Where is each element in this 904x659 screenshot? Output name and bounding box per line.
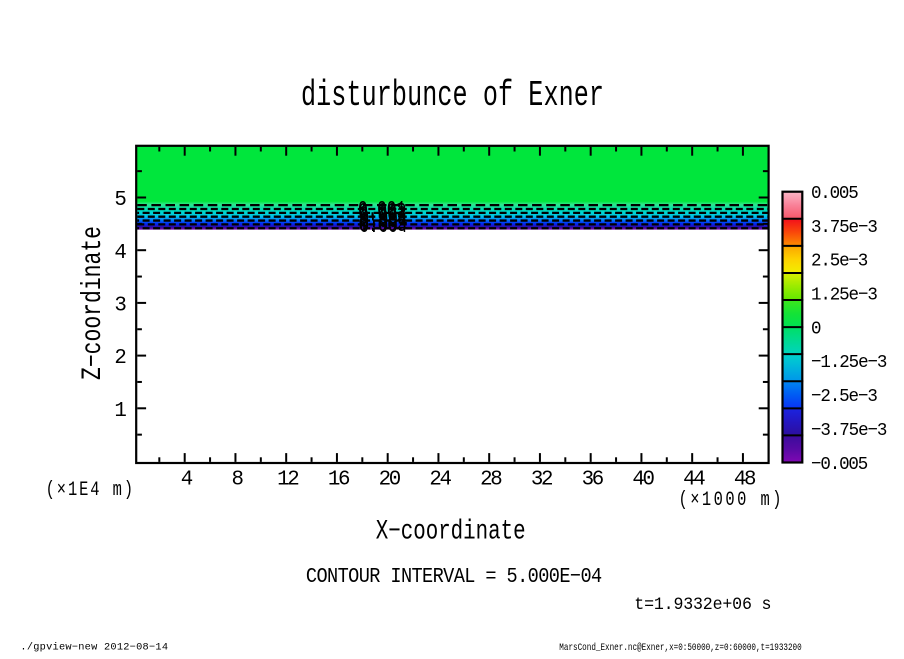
svg-text:disturbunce of Exner: disturbunce of Exner: [301, 76, 604, 117]
svg-text:−0.005: −0.005: [811, 454, 868, 475]
svg-text:0.005: 0.005: [811, 183, 859, 204]
svg-text:36: 36: [582, 469, 604, 492]
svg-text:3.75e−3: 3.75e−3: [811, 217, 878, 238]
svg-text:2: 2: [114, 347, 125, 370]
svg-text:−3.75e−3: −3.75e−3: [811, 420, 887, 441]
svg-text:2.5e−3: 2.5e−3: [811, 251, 868, 272]
svg-text:12: 12: [277, 469, 298, 492]
svg-text:CONTOUR INTERVAL = 5.000E−04: CONTOUR INTERVAL = 5.000E−04: [306, 565, 602, 590]
svg-text:−1.25e−3: −1.25e−3: [811, 353, 887, 374]
svg-text:40: 40: [632, 469, 654, 492]
svg-text:4: 4: [181, 469, 193, 492]
svg-text:0.002: 0.002: [359, 199, 407, 224]
svg-text:0.004: 0.004: [360, 213, 408, 238]
svg-text:24: 24: [429, 469, 451, 492]
svg-text:0.002: 0.002: [359, 202, 407, 227]
svg-text:20: 20: [379, 469, 401, 492]
svg-text:t=1.9332e+06 s: t=1.9332e+06 s: [634, 596, 771, 616]
svg-text:1.25e−3: 1.25e−3: [811, 285, 878, 306]
svg-text:32: 32: [531, 469, 552, 492]
svg-text:−2.5e−3: −2.5e−3: [811, 387, 878, 408]
svg-text:0.003: 0.003: [359, 212, 407, 237]
svg-text:0.004: 0.004: [360, 209, 408, 234]
svg-text:0.001: 0.001: [360, 205, 408, 230]
svg-text:48: 48: [734, 469, 756, 492]
svg-text:(×1000 m): (×1000 m): [679, 490, 782, 512]
svg-text:0.001: 0.001: [358, 197, 406, 222]
svg-text:MarsCond_Exner.nc@Exner,x=0:50: MarsCond_Exner.nc@Exner,x=0:50000,z=0:60…: [559, 642, 801, 654]
svg-text:(×1E4 m): (×1E4 m): [46, 479, 134, 501]
svg-text:16: 16: [328, 469, 350, 492]
svg-text:Z−coordinate: Z−coordinate: [79, 226, 109, 380]
svg-text:44: 44: [683, 469, 705, 492]
svg-text:28: 28: [480, 469, 502, 492]
svg-text:X−coordinate: X−coordinate: [376, 517, 526, 548]
svg-text:./gpview−new 2012−08−14: ./gpview−new 2012−08−14: [20, 641, 168, 653]
svg-text:0: 0: [811, 319, 822, 340]
